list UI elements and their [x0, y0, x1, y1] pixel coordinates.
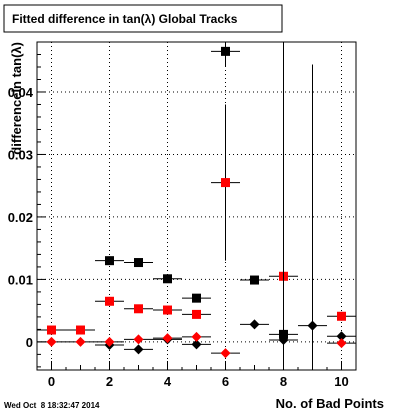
square-marker [250, 275, 259, 285]
x-tick-label: 4 [164, 374, 172, 389]
data-point [211, 104, 240, 261]
data-point [95, 336, 124, 347]
x-tick-label: 10 [334, 374, 348, 389]
data-point [95, 256, 124, 266]
data-point [66, 325, 95, 335]
data-marks [37, 42, 356, 370]
diamond-marker [336, 331, 347, 342]
square-marker [105, 296, 114, 306]
square-marker [134, 304, 143, 314]
x-tick-label: 0 [48, 374, 55, 389]
data-point [298, 64, 327, 370]
chart-title-box: Fitted difference in tan(λ) Global Track… [3, 4, 283, 33]
data-point [327, 338, 356, 349]
data-point [240, 319, 269, 330]
data-point [95, 296, 124, 306]
data-point [211, 42, 240, 67]
diamond-marker [336, 338, 347, 349]
diamond-marker [278, 335, 289, 346]
x-tick-label: 6 [222, 374, 229, 389]
data-point [124, 334, 153, 345]
data-point [66, 336, 95, 347]
data-point [124, 258, 153, 268]
square-marker [163, 274, 172, 284]
data-point [153, 305, 182, 315]
diamond-marker [307, 320, 318, 331]
data-point [182, 331, 211, 342]
data-point [182, 339, 211, 350]
plot-frame [36, 41, 357, 371]
y-tick-label: 0.02 [8, 210, 33, 225]
square-marker [221, 178, 230, 188]
data-point [153, 333, 182, 344]
data-point [327, 311, 356, 321]
y-tick-label: 0.03 [8, 147, 33, 162]
data-point [211, 348, 240, 359]
square-marker [105, 256, 114, 266]
y-tick-label: 0 [26, 335, 33, 350]
data-point [182, 293, 211, 303]
data-point [269, 42, 298, 370]
diamond-marker [104, 336, 115, 347]
x-tick-label: 8 [280, 374, 287, 389]
y-tick-label: 0.04 [8, 85, 34, 100]
diamond-marker [220, 348, 231, 359]
square-marker [76, 325, 85, 335]
x-tick-label: 2 [106, 374, 113, 389]
data-point [240, 275, 269, 285]
data-point [124, 304, 153, 314]
data-point [153, 274, 182, 284]
diamond-marker [191, 339, 202, 350]
square-marker [192, 293, 201, 303]
data-point [37, 325, 66, 335]
y-tick-label: 0.01 [8, 272, 33, 287]
diamond-marker [46, 336, 57, 347]
square-marker [221, 46, 230, 56]
diamond-marker [162, 333, 173, 344]
diamond-marker [133, 344, 144, 355]
data-point [182, 309, 211, 319]
square-marker [163, 305, 172, 315]
diamond-marker [133, 334, 144, 345]
timestamp: Wed Oct 8 18:32:47 2014 [4, 401, 100, 410]
diamond-marker [191, 331, 202, 342]
square-marker [134, 258, 143, 268]
data-point [124, 344, 153, 355]
diamond-marker [249, 319, 260, 330]
y-axis-title: differencein tan(λ) [9, 42, 24, 155]
square-marker [47, 325, 56, 335]
diamond-marker [75, 336, 86, 347]
chart-title: Fitted difference in tan(λ) Global Track… [12, 12, 238, 26]
square-marker [192, 309, 201, 319]
x-axis-title: No. of Bad Points [276, 396, 384, 411]
data-point [37, 336, 66, 347]
square-marker [337, 311, 346, 321]
